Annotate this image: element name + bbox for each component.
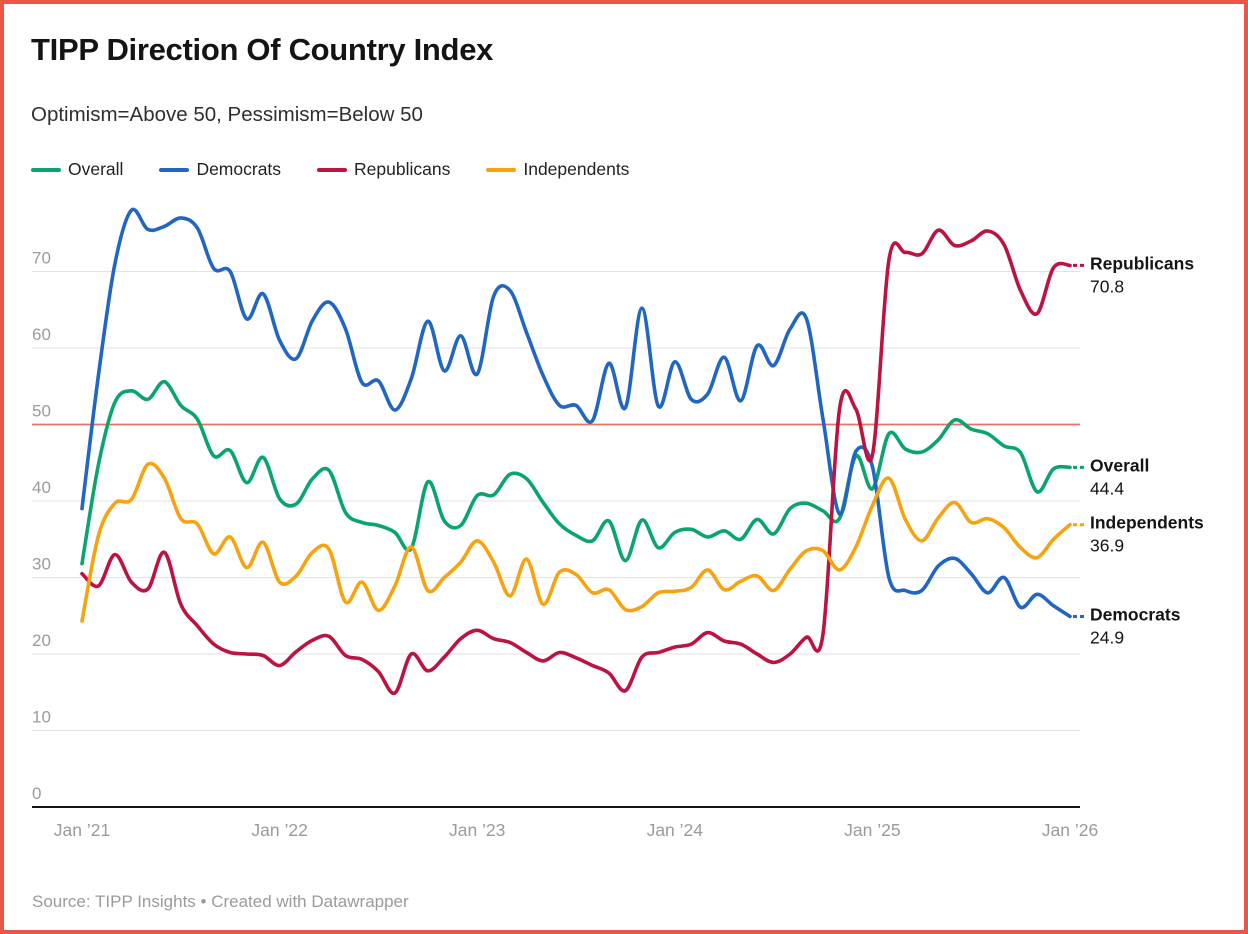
legend-label: Independents <box>523 159 630 179</box>
legend-item-republicans: Republicans <box>317 159 450 180</box>
chart-subtitle: Optimism=Above 50, Pessimism=Below 50 <box>31 103 423 126</box>
series-line-democrats[interactable] <box>80 207 1072 619</box>
legend-item-independents: Independents <box>486 159 629 180</box>
legend-label: Democrats <box>196 159 282 179</box>
legend-swatch-democrats <box>159 167 190 172</box>
y-tick-label: 40 <box>32 478 51 497</box>
series-line-overall[interactable] <box>80 379 1072 566</box>
end-value-republicans: 70.8 <box>1090 276 1124 296</box>
end-label-republicans: Republicans <box>1090 253 1194 273</box>
end-value-overall: 44.4 <box>1090 478 1124 498</box>
x-tick-label: Jan ’24 <box>647 820 704 840</box>
source-attribution: Source: TIPP Insights • Created with Dat… <box>32 892 409 911</box>
end-value-independents: 36.9 <box>1090 536 1124 556</box>
x-tick-label: Jan ’22 <box>251 820 307 840</box>
end-label-independents: Independents <box>1090 513 1204 533</box>
x-tick-label: Jan ’26 <box>1042 820 1098 840</box>
legend-swatch-independents <box>486 167 517 172</box>
legend: Overall Democrats Republicans Independents <box>31 159 629 180</box>
end-label-overall: Overall <box>1090 455 1149 475</box>
legend-item-overall: Overall <box>31 159 123 180</box>
y-tick-label: 20 <box>32 631 51 650</box>
series-line-independents[interactable] <box>80 461 1072 623</box>
y-tick-label: 0 <box>32 784 41 803</box>
y-tick-label: 30 <box>32 555 51 574</box>
y-tick-label: 10 <box>32 708 51 727</box>
legend-label: Republicans <box>354 159 451 179</box>
end-label-democrats: Democrats <box>1090 605 1181 625</box>
x-tick-label: Jan ’25 <box>844 820 900 840</box>
x-tick-label: Jan ’23 <box>449 820 505 840</box>
series-line-republicans[interactable] <box>80 228 1072 695</box>
legend-label: Overall <box>68 159 124 179</box>
legend-swatch-overall <box>31 167 61 172</box>
y-tick-label: 50 <box>32 402 51 421</box>
end-value-democrats: 24.9 <box>1090 628 1124 648</box>
y-tick-label: 60 <box>32 325 51 344</box>
chart-title: TIPP Direction Of Country Index <box>31 32 494 67</box>
legend-item-democrats: Democrats <box>159 159 281 180</box>
x-tick-label: Jan ’21 <box>54 820 110 840</box>
legend-swatch-republicans <box>317 167 348 172</box>
y-tick-label: 70 <box>32 249 51 268</box>
line-chart: 0 10 20 30 40 50 60 70 Jan ’21 Jan ’22 Jan ’23 Jan … <box>32 207 1204 840</box>
